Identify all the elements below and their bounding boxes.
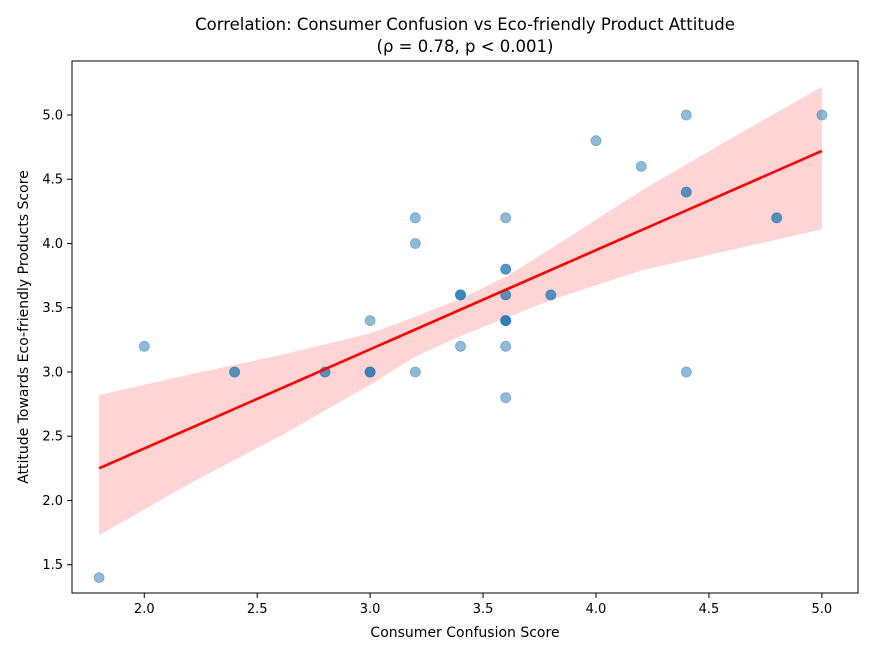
data-point xyxy=(500,340,512,352)
regression-line xyxy=(98,149,823,470)
regression-line-layer xyxy=(98,149,823,470)
data-point xyxy=(500,315,512,327)
y-tick-label: 2.5 xyxy=(42,430,63,445)
data-point xyxy=(500,263,512,275)
x-tick-label: 2.5 xyxy=(247,602,268,617)
data-point xyxy=(364,315,376,327)
x-tick-label: 4.0 xyxy=(586,602,607,617)
x-axis-title: Consumer Confusion Score xyxy=(370,625,559,641)
data-point xyxy=(680,366,692,378)
y-axis-title: Attitude Towards Eco-friendly Products S… xyxy=(16,170,32,484)
y-tick-label: 3.5 xyxy=(42,301,63,316)
x-tick-label: 4.5 xyxy=(699,602,720,617)
data-point xyxy=(409,212,421,224)
data-point xyxy=(680,186,692,198)
x-tick-label: 3.0 xyxy=(360,602,381,617)
y-tick-label: 4.5 xyxy=(42,173,63,188)
y-tick-label: 5.0 xyxy=(42,108,63,123)
y-axis: 1.5 2.0 2.5 3.0 3.5 4.0 4.5 5.0 xyxy=(42,108,72,573)
data-point xyxy=(500,212,512,224)
chart-title: Correlation: Consumer Confusion vs Eco-f… xyxy=(195,15,735,34)
y-tick-label: 3.0 xyxy=(42,365,63,380)
x-tick-label: 5.0 xyxy=(812,602,833,617)
y-tick-label: 2.0 xyxy=(42,494,63,509)
data-point xyxy=(409,366,421,378)
y-tick-label: 4.0 xyxy=(42,237,63,252)
data-point xyxy=(500,392,512,404)
data-point xyxy=(545,289,557,301)
data-point xyxy=(138,340,150,352)
x-axis: 2.0 2.5 3.0 3.5 4.0 4.5 5.0 xyxy=(134,593,832,617)
points-layer xyxy=(93,109,828,583)
x-tick-label: 3.5 xyxy=(473,602,494,617)
data-point xyxy=(590,135,602,147)
data-point xyxy=(816,109,828,121)
plot-area-frame xyxy=(71,60,859,594)
data-point xyxy=(680,109,692,121)
data-point xyxy=(229,366,241,378)
data-point xyxy=(455,289,466,301)
data-point xyxy=(364,366,376,378)
y-tick-label: 1.5 xyxy=(42,558,63,573)
data-point xyxy=(455,340,466,352)
data-point xyxy=(771,212,783,224)
x-tick-label: 2.0 xyxy=(134,602,155,617)
data-point xyxy=(409,238,421,249)
data-point xyxy=(635,160,647,172)
data-point xyxy=(93,572,105,583)
chart-subtitle: (ρ = 0.78, p < 0.001) xyxy=(377,37,554,56)
